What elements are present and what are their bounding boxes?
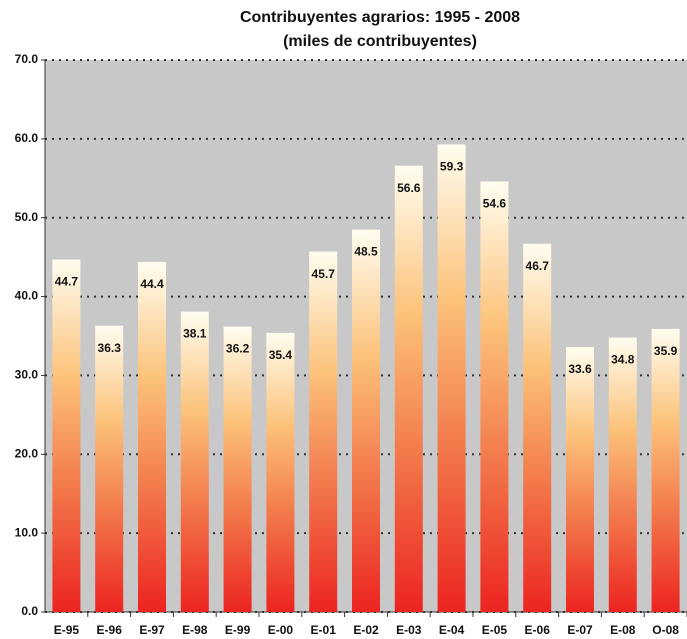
data-label: 45.7 xyxy=(312,267,336,281)
bar xyxy=(309,251,338,612)
data-label: 36.2 xyxy=(226,342,250,356)
bar xyxy=(95,325,124,612)
x-tick-label: E-99 xyxy=(225,623,251,637)
chart-title: Contribuyentes agrarios: 1995 - 2008 xyxy=(240,9,520,26)
bar xyxy=(608,337,637,612)
y-tick-label: 10.0 xyxy=(15,525,39,539)
data-label: 35.4 xyxy=(269,348,293,362)
x-tick-label: E-95 xyxy=(54,623,80,637)
data-label: 44.7 xyxy=(55,275,79,289)
bar xyxy=(566,347,594,612)
data-label: 34.8 xyxy=(611,353,635,367)
x-tick-label: E-97 xyxy=(139,623,165,637)
data-label: 36.3 xyxy=(98,341,122,355)
y-tick-label: 60.0 xyxy=(15,131,39,145)
x-tick-label: E-04 xyxy=(439,623,465,637)
data-label: 59.3 xyxy=(440,160,464,174)
data-label: 44.4 xyxy=(140,277,164,291)
y-tick-label: 0.0 xyxy=(21,604,38,618)
y-tick-label: 30.0 xyxy=(15,368,39,382)
chart-subtitle: (miles de contribuyentes) xyxy=(283,33,477,50)
bar xyxy=(352,229,380,613)
bar xyxy=(138,261,166,612)
bar xyxy=(523,243,552,613)
data-label: 46.7 xyxy=(526,259,550,273)
bar xyxy=(52,259,81,612)
bar xyxy=(480,181,509,612)
bar xyxy=(223,326,252,612)
x-tick-label: E-03 xyxy=(396,623,422,637)
bar xyxy=(651,328,680,612)
data-label: 48.5 xyxy=(354,245,378,259)
x-tick-label: E-96 xyxy=(97,623,123,637)
x-tick-label: E-00 xyxy=(268,623,294,637)
y-tick-label: 20.0 xyxy=(15,446,39,460)
x-tick-label: E-98 xyxy=(182,623,208,637)
data-label: 38.1 xyxy=(183,327,207,341)
x-tick-label: E-02 xyxy=(353,623,379,637)
x-tick-label: E-01 xyxy=(311,623,337,637)
y-tick-label: 70.0 xyxy=(15,52,39,66)
data-label: 54.6 xyxy=(483,197,507,211)
data-label: 35.9 xyxy=(654,344,678,358)
data-label: 33.6 xyxy=(568,362,592,376)
bar xyxy=(394,165,423,612)
bar xyxy=(437,144,466,612)
x-tick-label: O-08 xyxy=(652,623,679,637)
bar xyxy=(266,332,295,612)
y-tick-label: 40.0 xyxy=(15,289,39,303)
y-tick-label: 50.0 xyxy=(15,210,39,224)
x-tick-label: E-06 xyxy=(525,623,551,637)
x-tick-label: E-08 xyxy=(610,623,636,637)
data-label: 56.6 xyxy=(397,181,421,195)
x-tick-label: E-07 xyxy=(567,623,593,637)
x-tick-label: E-05 xyxy=(482,623,508,637)
bar xyxy=(180,311,209,612)
